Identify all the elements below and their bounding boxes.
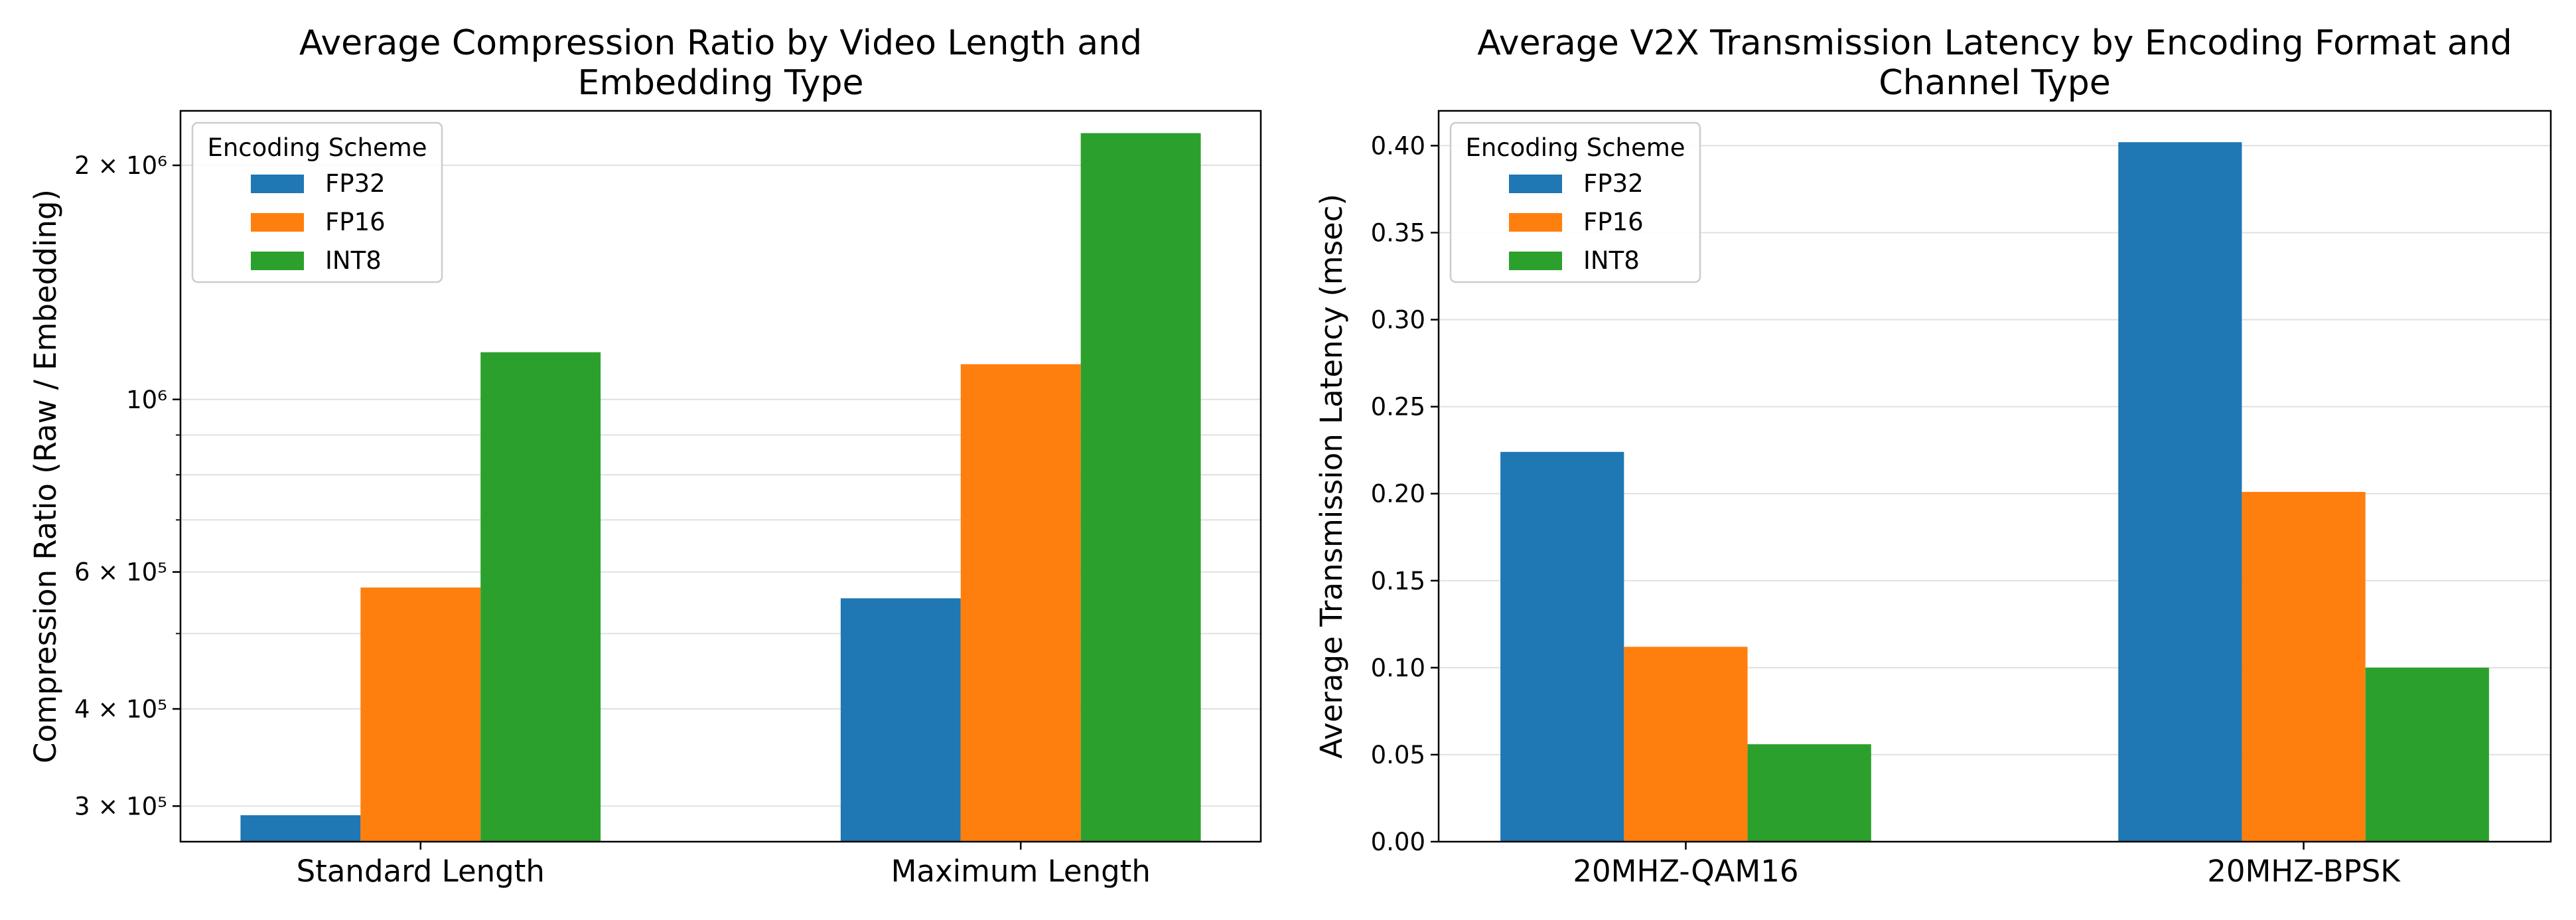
legend-frame [1449,121,1701,283]
legend-swatch-fp16 [1509,213,1562,232]
legend-swatch-int8 [251,252,304,270]
legend-label: INT8 [1583,246,1640,275]
y-tick-label: 2 × 10⁶ [74,151,167,180]
y-tick-label: 4 × 10⁵ [74,695,167,724]
compression-ratio-chart: 3 × 10⁵ 4 × 10⁵ 6 × 10⁵ 10⁶ 2 × 10⁶ Standard … [28,23,1262,889]
y-tick-label: 0.10 [1371,654,1425,682]
x-tick-label: Standard Length [297,854,545,889]
bar-int8-0 [1747,744,1871,842]
legend-label: FP32 [325,169,386,198]
legend-swatch-fp32 [1509,175,1562,193]
plot-area-frame [1437,110,2552,843]
bar-fp32-0 [1500,451,1624,842]
y-tick-label: 0.35 [1371,219,1425,248]
y-tick-label: 0.15 [1371,567,1425,595]
y-tick-label: 0.25 [1371,393,1425,422]
legend-frame [191,121,443,283]
legend-label: FP16 [1583,208,1644,236]
y-tick-label: 0.05 [1371,741,1425,769]
plot-area-frame [179,110,1262,843]
bar-fp32-0 [240,815,361,842]
legend-label: FP16 [325,208,386,236]
legend-title: Encoding Scheme [1465,133,1685,162]
y-tick-label: 0.20 [1371,480,1425,508]
y-tick-label: 10⁶ [126,386,167,414]
legend-swatch-int8 [1509,252,1562,270]
legend-swatch-fp32 [251,175,304,193]
x-tick-label: 20MHZ-QAM16 [1573,854,1798,889]
bar-fp32-1 [2118,142,2242,842]
legend: Encoding Scheme FP32 FP16 INT8 [191,121,443,283]
bar-fp16-0 [360,587,481,842]
y-tick-label: 0.00 [1371,828,1425,856]
legend-title: Encoding Scheme [207,133,427,162]
y-tick-label: 0.30 [1371,306,1425,335]
y-axis-label: Compression Ratio (Raw / Embedding) [28,189,63,763]
x-tick-label: Maximum Length [891,854,1151,889]
legend-label: INT8 [325,246,382,275]
y-tick-label: 6 × 10⁵ [74,558,167,587]
bar-fp16-1 [2242,492,2366,842]
y-axis-label: Average Transmission Latency (msec) [1314,194,1349,759]
legend-swatch-fp16 [251,213,304,232]
y-tick-label: 3 × 10⁵ [74,792,167,820]
bar-fp16-0 [1624,647,1748,842]
x-tick-label: 20MHZ-BPSK [2207,854,2401,889]
y-tick-label: 0.40 [1371,131,1425,160]
bar-int8-1 [2365,667,2489,842]
legend: Encoding Scheme FP32 FP16 INT8 [1449,121,1701,283]
bar-fp16-1 [960,364,1081,842]
bar-int8-0 [480,352,601,842]
bar-int8-1 [1080,133,1201,842]
latency-chart: 0.00 0.05 0.10 0.15 0.20 0.25 0.30 0.35 0.40 20MH… [1314,23,2552,889]
chart-title-line: Average Compression Ratio by Video Lengt… [299,23,1142,63]
legend-label: FP32 [1583,169,1644,198]
chart-title-line: Embedding Type [578,63,864,103]
bar-fp32-1 [840,598,961,842]
chart-title-line: Channel Type [1879,63,2110,103]
chart-title-line: Average V2X Transmission Latency by Enco… [1477,23,2512,63]
